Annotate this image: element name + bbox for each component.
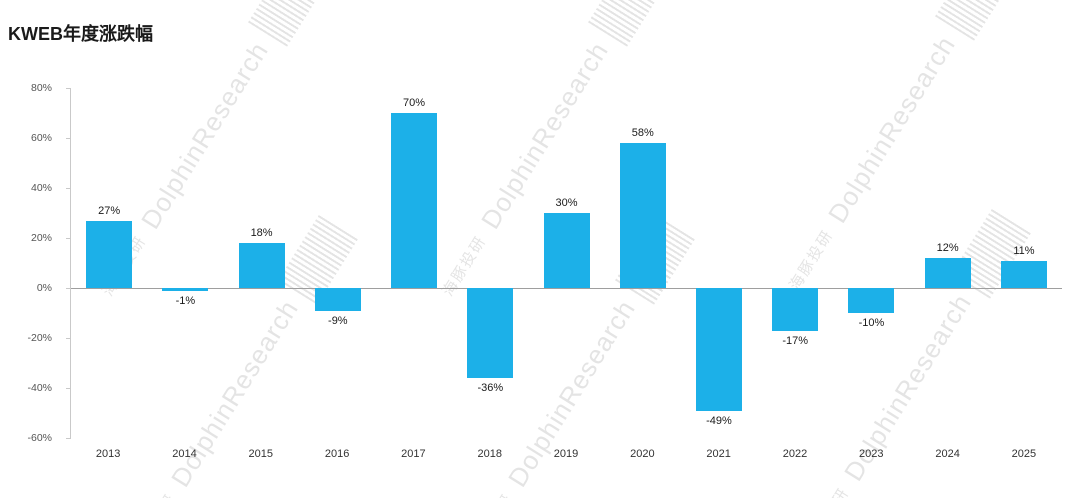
y-tick-mark (66, 438, 71, 439)
bar-2025 (1000, 260, 1047, 288)
plot-area: 27% -1% 18% -9% 70% -36% 30% 58% -49% -17% -10% 12%… (66, 88, 1062, 439)
bar-2020 (619, 143, 666, 288)
bar-column-2013: 27% (71, 88, 147, 438)
x-axis-labels: 2013 2014 2015 2016 2017 2018 2019 2020 2021 2022… (70, 448, 1062, 466)
x-axis-label-2023: 2023 (859, 448, 884, 460)
watermark-cn-text: 海豚投研 (799, 483, 853, 498)
bar-column-2018: -36% (452, 88, 528, 438)
bar-2015 (238, 243, 285, 288)
y-tick-mark (66, 238, 71, 239)
bar-value-label: -17% (782, 334, 809, 347)
bar-column-2014: -1% (147, 88, 223, 438)
bar-column-2024: 12% (910, 88, 986, 438)
y-tick-label: 40% (30, 182, 52, 194)
y-tick-mark (66, 138, 71, 139)
bar-value-label: -9% (328, 314, 348, 327)
x-axis-label-2020: 2020 (630, 448, 655, 460)
watermark-barcode-icon (935, 0, 1016, 41)
y-tick-label: -40% (27, 382, 52, 394)
bar-value-label: 27% (98, 204, 121, 217)
bar-2016 (314, 288, 361, 311)
bar-2021 (695, 288, 742, 411)
watermark-barcode-icon (248, 0, 329, 47)
x-axis-label-2025: 2025 (1011, 448, 1037, 460)
x-axis-label-2015: 2015 (248, 448, 274, 460)
y-tick-label: 80% (30, 82, 52, 94)
watermark-barcode-icon (588, 0, 669, 47)
bar-column-2021: -49% (681, 88, 757, 438)
bar-2014 (162, 288, 209, 291)
bar-2022 (772, 288, 819, 331)
y-axis: 80% 60% 40% 20% 0% -20% -40% -60% (0, 82, 62, 444)
bar-column-2016: -9% (300, 88, 376, 438)
bar-2013 (86, 220, 133, 288)
y-tick-mark (66, 88, 71, 89)
bar-value-label: 18% (250, 227, 273, 239)
y-tick-label: 20% (30, 232, 52, 244)
y-tick-mark (66, 338, 71, 339)
chart-title: KWEB年度涨跌幅 (8, 24, 153, 44)
bar-column-2017: 70% (376, 88, 452, 438)
bar-value-label: -10% (858, 317, 885, 329)
bar-2017 (391, 113, 438, 288)
bar-column-2025: 11% (986, 88, 1062, 438)
x-axis-label-2017: 2017 (401, 448, 426, 460)
bar-value-label: 11% (1013, 244, 1035, 257)
bar-column-2019: 30% (528, 88, 604, 438)
bar-column-2015: 18% (223, 88, 299, 438)
bar-2023 (848, 288, 895, 313)
bar-column-2022: -17% (757, 88, 833, 438)
bar-value-label: -36% (477, 382, 504, 394)
x-axis-label-2014: 2014 (172, 448, 197, 460)
bar-value-label: 30% (555, 197, 578, 209)
x-axis-label-2016: 2016 (324, 448, 350, 460)
bar-value-label: 58% (631, 127, 654, 139)
x-axis-label-2024: 2024 (935, 448, 960, 460)
y-tick-mark (66, 288, 71, 289)
zero-axis-line (71, 288, 1062, 289)
y-tick-label: -20% (27, 332, 52, 344)
bar-2018 (467, 288, 514, 378)
x-axis-label-2022: 2022 (782, 448, 808, 460)
bar-value-label: -1% (175, 294, 196, 307)
bar-value-label: 70% (403, 97, 426, 109)
x-axis-label-2019: 2019 (553, 448, 579, 460)
y-tick-mark (66, 388, 71, 389)
bar-2024 (924, 258, 971, 288)
y-tick-mark (66, 188, 71, 189)
x-axis-label-2018: 2018 (477, 448, 502, 460)
watermark-cn-text: 海豚投研 (463, 489, 517, 498)
bar-2019 (543, 213, 590, 288)
bar-value-label: 12% (936, 242, 959, 254)
y-tick-label: 0% (36, 282, 52, 294)
bar-column-2023: -10% (833, 88, 909, 438)
bar-column-2020: 58% (605, 88, 681, 438)
x-axis-label-2013: 2013 (95, 448, 121, 460)
x-axis-label-2021: 2021 (706, 448, 731, 460)
watermark-cn-text: 海豚投研 (126, 489, 180, 498)
bar-value-label: -49% (706, 414, 732, 427)
y-tick-label: 60% (30, 132, 52, 144)
y-tick-label: -60% (27, 432, 52, 444)
